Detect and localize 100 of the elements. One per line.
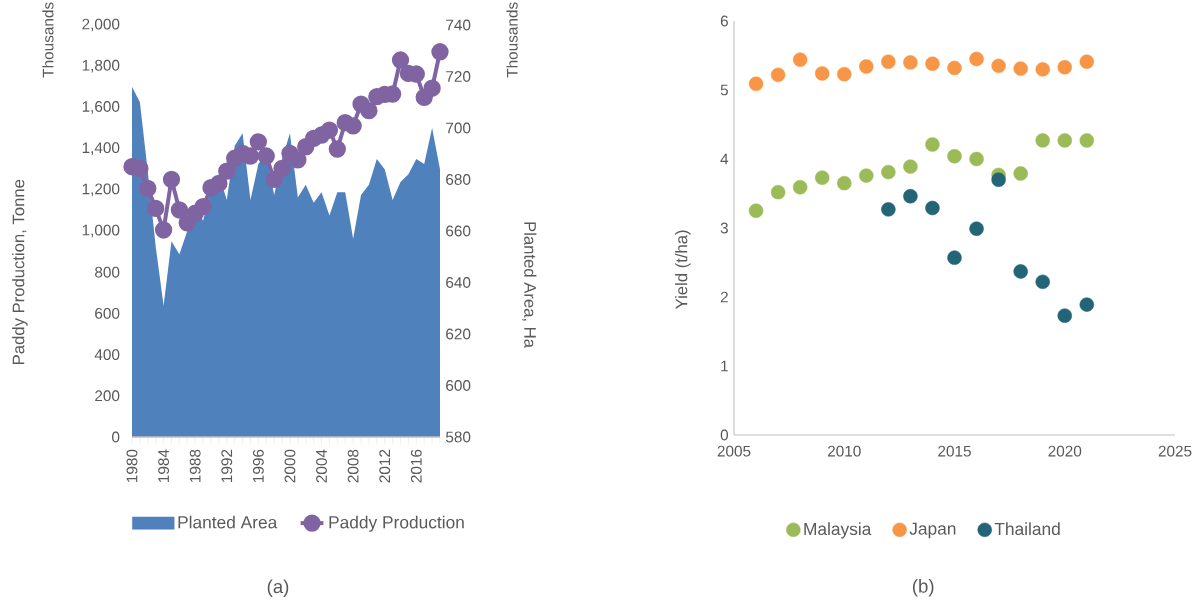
point [162, 170, 181, 188]
y-tick-label: 1,200 [82, 183, 120, 197]
point [1013, 61, 1028, 76]
y2-tick-label: 720 [446, 71, 471, 82]
y-tick-label: 0 [720, 429, 729, 441]
point [249, 133, 268, 151]
text: (b) [912, 579, 934, 597]
point [344, 117, 362, 135]
point [969, 221, 984, 236]
point [925, 56, 940, 71]
point [991, 172, 1006, 187]
y2-tick-label: 580 [445, 431, 471, 443]
x-tick-label: 2025 [1158, 445, 1192, 457]
y2-tick-label: 600 [446, 380, 471, 391]
y-tick-label: 1,000 [82, 224, 120, 238]
point [903, 55, 918, 70]
point [431, 43, 449, 61]
point [792, 52, 808, 67]
legend-label: Malaysia [804, 522, 872, 539]
text: Thousands [42, 2, 54, 78]
point [903, 159, 918, 174]
point [881, 164, 896, 180]
y2-tick-label: 660 [446, 225, 471, 237]
x-tick-label: 1980 [126, 449, 138, 482]
point [881, 54, 896, 69]
point [947, 149, 962, 164]
text: Thousands [506, 2, 518, 78]
y-tick-label: 1,400 [82, 142, 120, 155]
point [859, 168, 874, 183]
text: (a) [267, 579, 289, 597]
y-tick-label: 1 [721, 360, 728, 372]
point [328, 140, 346, 158]
y-tick-label: 5 [720, 84, 728, 96]
point [815, 66, 830, 81]
point [1057, 60, 1072, 75]
point [170, 201, 189, 219]
point [423, 79, 441, 97]
point [1079, 133, 1095, 148]
point [1035, 62, 1050, 77]
point [289, 151, 307, 169]
point [210, 174, 228, 193]
y2-tick-label: 700 [446, 122, 471, 134]
point [1013, 166, 1028, 181]
point [320, 121, 339, 139]
x-tick-label: 2020 [1048, 445, 1082, 457]
legend-label: Paddy Production [329, 515, 464, 532]
point [273, 159, 291, 178]
point [1035, 274, 1050, 290]
y2-tick-label: 620 [446, 328, 471, 340]
point [1057, 308, 1072, 323]
y-tick-label: 800 [95, 266, 120, 278]
point [991, 58, 1006, 74]
point [1035, 133, 1050, 148]
y-tick-label: 600 [95, 307, 120, 319]
y-tick-label: 6 [720, 15, 728, 27]
legend-label: Planted Area [178, 515, 278, 529]
x-tick-label: 2000 [284, 449, 296, 483]
y-tick-label: 1,800 [82, 59, 120, 73]
point [154, 221, 173, 239]
point [969, 151, 984, 167]
point [218, 162, 236, 180]
point [265, 170, 283, 188]
x-tick-label: 2016 [410, 449, 422, 483]
x-tick-label: 1992 [221, 449, 233, 482]
x-tick-label: 2010 [827, 445, 861, 457]
point [947, 60, 962, 76]
point [969, 51, 984, 67]
y2-tick-label: 680 [446, 174, 471, 185]
y-axis-title: Yield (t/ha) [675, 230, 691, 310]
y2-axis-title: Planted Area, Ha [522, 222, 537, 348]
point [360, 102, 378, 120]
y-tick-label: 400 [94, 349, 120, 361]
point [748, 203, 764, 218]
y-tick-label: 1,600 [82, 101, 120, 114]
y-tick-label: 0 [112, 431, 120, 443]
point [770, 184, 786, 200]
y-tick-label: 4 [720, 153, 729, 165]
y-axis-title: Paddy Production, Tonne [12, 179, 28, 364]
x-tick-label: 1988 [189, 449, 201, 482]
x-tick-label: 1984 [158, 449, 170, 482]
point [837, 66, 852, 82]
point [815, 170, 830, 185]
point [147, 199, 165, 218]
y2-tick-label: 640 [446, 277, 471, 288]
point [947, 250, 962, 265]
x-tick-label: 2008 [347, 449, 359, 483]
point [903, 189, 918, 204]
point [194, 198, 212, 216]
point [925, 137, 940, 152]
point [881, 202, 896, 217]
x-tick-label: 2005 [717, 445, 751, 457]
y2-tick-label: 740 [446, 19, 471, 31]
point [859, 59, 874, 74]
y-tick-label: 2,000 [82, 18, 120, 32]
point [1057, 133, 1072, 148]
x-tick-label: 2012 [379, 449, 391, 483]
y-tick-label: 2 [720, 291, 728, 303]
point [1013, 264, 1028, 279]
point [748, 76, 764, 91]
legend-label: Japan [909, 522, 956, 539]
